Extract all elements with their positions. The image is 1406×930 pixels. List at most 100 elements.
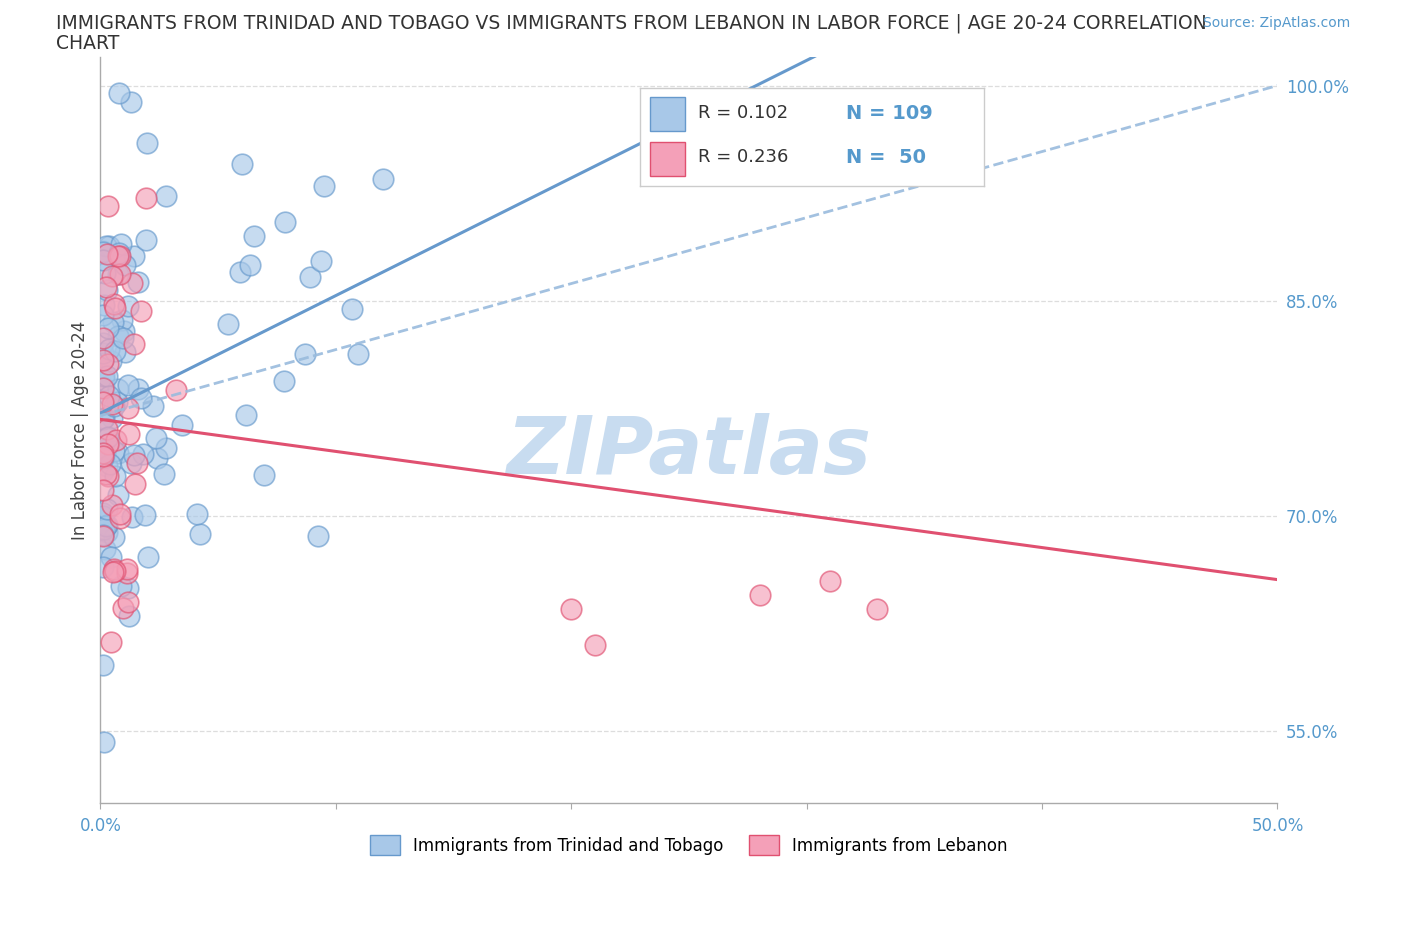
Point	[96, 422, 118, 437]
Point	[91, 352, 114, 367]
Point	[107, 328, 129, 343]
Point	[91, 445, 114, 460]
Point	[107, 266, 129, 281]
Text: IMMIGRANTS FROM TRINIDAD AND TOBAGO VS IMMIGRANTS FROM LEBANON IN LABOR FORCE | : IMMIGRANTS FROM TRINIDAD AND TOBAGO VS I…	[56, 14, 1206, 33]
Point	[97, 356, 120, 371]
Point	[93, 379, 115, 394]
Point	[242, 229, 264, 244]
Point	[121, 456, 143, 471]
Y-axis label: In Labor Force | Age 20-24: In Labor Force | Age 20-24	[72, 320, 89, 539]
Point	[110, 578, 132, 593]
Point	[93, 541, 115, 556]
Point	[103, 444, 125, 458]
Text: N =  50: N = 50	[846, 148, 927, 166]
Point	[274, 214, 297, 229]
Point	[93, 368, 115, 383]
Point	[97, 199, 120, 214]
Point	[273, 373, 295, 388]
Point	[93, 298, 115, 312]
Point	[135, 232, 157, 247]
Point	[98, 435, 121, 450]
Point	[91, 244, 114, 259]
Point	[112, 331, 135, 346]
Point	[253, 468, 276, 483]
Point	[108, 86, 131, 100]
Point	[120, 95, 142, 110]
Point	[97, 469, 120, 484]
Point	[155, 188, 177, 203]
Point	[97, 437, 120, 452]
Point	[125, 455, 148, 470]
Point	[103, 399, 125, 414]
Point	[101, 411, 124, 426]
Point	[217, 316, 239, 331]
Point	[146, 450, 169, 465]
Point	[107, 445, 129, 460]
Point	[91, 245, 114, 259]
Point	[108, 511, 131, 525]
Point	[97, 238, 120, 253]
Point	[100, 635, 122, 650]
Point	[107, 246, 129, 260]
Point	[103, 565, 125, 579]
Point	[138, 550, 160, 565]
Point	[94, 446, 117, 461]
Point	[96, 458, 118, 473]
Point	[131, 391, 153, 405]
Point	[91, 505, 114, 520]
Point	[91, 658, 114, 672]
Bar	[650, 97, 685, 131]
Point	[91, 527, 114, 542]
Point	[91, 482, 114, 497]
Point	[127, 274, 149, 289]
Point	[91, 529, 114, 544]
Text: R = 0.102: R = 0.102	[699, 104, 789, 122]
Point	[103, 297, 125, 312]
Point	[132, 446, 155, 461]
Point	[94, 239, 117, 254]
Point	[91, 450, 114, 465]
Point	[818, 573, 841, 588]
Point	[235, 407, 257, 422]
Point	[748, 588, 770, 603]
Point	[96, 501, 118, 516]
Point	[135, 191, 157, 206]
Point	[105, 395, 128, 410]
Point	[117, 594, 139, 609]
Point	[107, 381, 129, 396]
Point	[104, 301, 127, 316]
Point	[142, 398, 165, 413]
Point	[583, 638, 606, 653]
Point	[186, 507, 208, 522]
Point	[93, 265, 115, 280]
Point	[93, 735, 115, 750]
Point	[91, 252, 114, 267]
Point	[134, 507, 156, 522]
Point	[100, 353, 122, 368]
Point	[117, 299, 139, 313]
Point	[312, 179, 335, 193]
Point	[91, 352, 114, 367]
Point	[111, 601, 134, 616]
Point	[309, 253, 332, 268]
Point	[107, 248, 129, 263]
Point	[866, 602, 889, 617]
Point	[96, 518, 118, 533]
Point	[91, 345, 114, 360]
Point	[170, 418, 193, 432]
Point	[229, 264, 252, 279]
Point	[97, 388, 120, 403]
Point	[118, 426, 141, 441]
Point	[107, 487, 129, 502]
Point	[98, 457, 121, 472]
Bar	[650, 142, 685, 177]
Point	[105, 432, 128, 447]
Point	[91, 442, 114, 457]
Point	[122, 248, 145, 263]
Text: Source: ZipAtlas.com: Source: ZipAtlas.com	[1202, 16, 1350, 30]
Point	[117, 580, 139, 595]
Point	[91, 509, 114, 524]
Point	[97, 341, 120, 356]
Point	[112, 324, 135, 339]
Point	[129, 303, 152, 318]
